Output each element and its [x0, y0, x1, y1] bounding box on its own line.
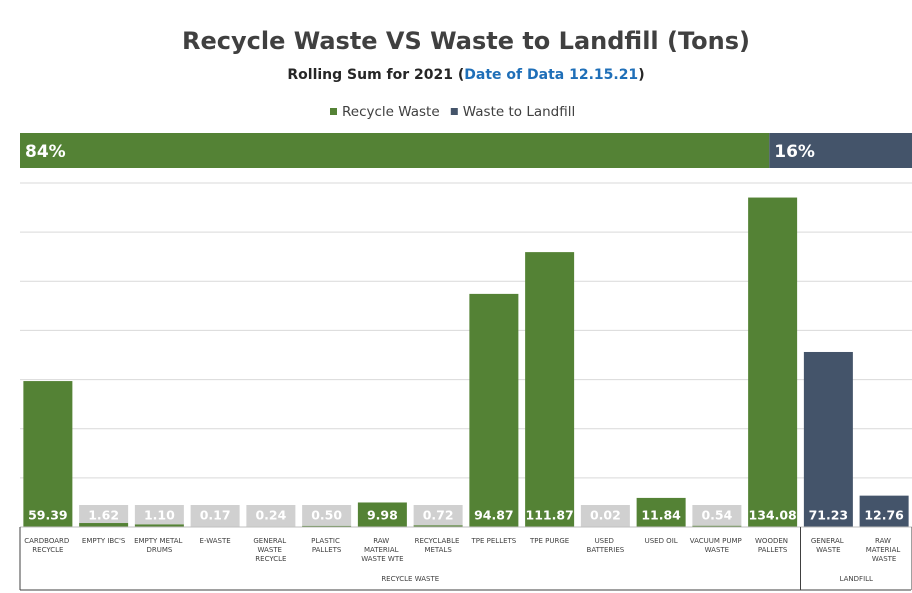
value-label-box	[190, 505, 240, 527]
value-label: 111.87	[526, 508, 574, 523]
subtitle-date: Date of Data 12.15.21	[464, 67, 638, 83]
subtitle-text: Rolling Sum for 2021 (	[287, 67, 464, 83]
value-label: 94.87	[474, 508, 514, 523]
value-label: 0.02	[590, 508, 621, 523]
legend-label: Recycle Waste	[342, 104, 440, 120]
share-bar	[20, 133, 770, 168]
x-tick-label: TPE PELLETS	[471, 537, 517, 545]
value-label-box	[134, 505, 184, 525]
chart-subtitle: Rolling Sum for 2021 (Date of Data 12.15…	[287, 67, 644, 83]
legend-label: Waste to Landfill	[463, 104, 575, 120]
bar	[636, 497, 686, 527]
x-tick-label: TPE PURGE	[529, 537, 569, 545]
x-tick-label: USED OIL	[645, 537, 678, 545]
value-label: 1.10	[144, 508, 175, 523]
bar	[525, 252, 575, 527]
bar	[803, 351, 853, 527]
value-label-box	[692, 505, 742, 526]
bar	[748, 197, 798, 528]
bar	[692, 525, 742, 527]
x-tick-label: RAW MATERIAL WASTE	[866, 537, 903, 563]
x-tick-label: RAW MATERIAL WASTE WTE	[361, 537, 403, 563]
group-label: LANDFILL	[840, 575, 873, 583]
x-tick-label: VACUUM PUMP WASTE	[690, 537, 744, 554]
legend-swatch	[450, 108, 458, 115]
x-tick-label: PLASTIC PALLETS	[311, 537, 342, 554]
value-label-box	[580, 505, 630, 527]
x-tick-label: EMPTY METAL DRUMS	[134, 537, 185, 554]
share-label: 16%	[774, 142, 815, 162]
x-tick-label: RECYCLABLE METALS	[415, 537, 462, 554]
value-label: 0.72	[423, 508, 454, 523]
value-label-box	[246, 505, 296, 527]
value-label-box	[302, 505, 352, 526]
x-tick-label: GENERAL WASTE RECYCLE	[253, 537, 288, 563]
chart-title: Recycle Waste VS Waste to Landfill (Tons…	[182, 27, 750, 55]
subtitle-text: )	[638, 67, 644, 83]
value-label: 12.76	[864, 508, 904, 523]
bar	[23, 381, 73, 527]
value-label: 11.84	[641, 508, 681, 523]
x-tick-label: GENERAL WASTE	[811, 537, 846, 554]
value-label: 71.23	[809, 508, 849, 523]
value-label: 0.50	[311, 508, 342, 523]
x-tick-label: USED BATTERIES	[587, 537, 625, 554]
value-label: 59.39	[28, 508, 68, 523]
value-label: 1.62	[88, 508, 119, 523]
value-label: 0.24	[255, 508, 286, 523]
share-bar	[769, 133, 912, 168]
value-label: 0.17	[200, 508, 231, 523]
value-label-box	[413, 505, 463, 526]
x-tick-label: EMPTY IBC'S	[82, 537, 126, 545]
bar	[79, 523, 129, 527]
x-tick-label: E-WASTE	[200, 537, 231, 545]
bar	[413, 525, 463, 527]
legend-swatch	[330, 108, 337, 115]
bar	[134, 524, 184, 527]
bar	[302, 525, 352, 527]
bar	[469, 293, 519, 527]
x-tick-label: WOODEN PALLETS	[755, 537, 790, 554]
group-label: RECYCLE WASTE	[381, 575, 439, 583]
x-tick-label: CARDBOARD RECYCLE	[24, 537, 71, 554]
bar	[859, 495, 909, 527]
bar	[357, 502, 407, 527]
value-label: 134.08	[749, 508, 797, 523]
value-label: 9.98	[367, 508, 398, 523]
value-label-box	[79, 505, 129, 524]
value-label: 0.54	[701, 508, 732, 523]
share-label: 84%	[25, 142, 66, 162]
